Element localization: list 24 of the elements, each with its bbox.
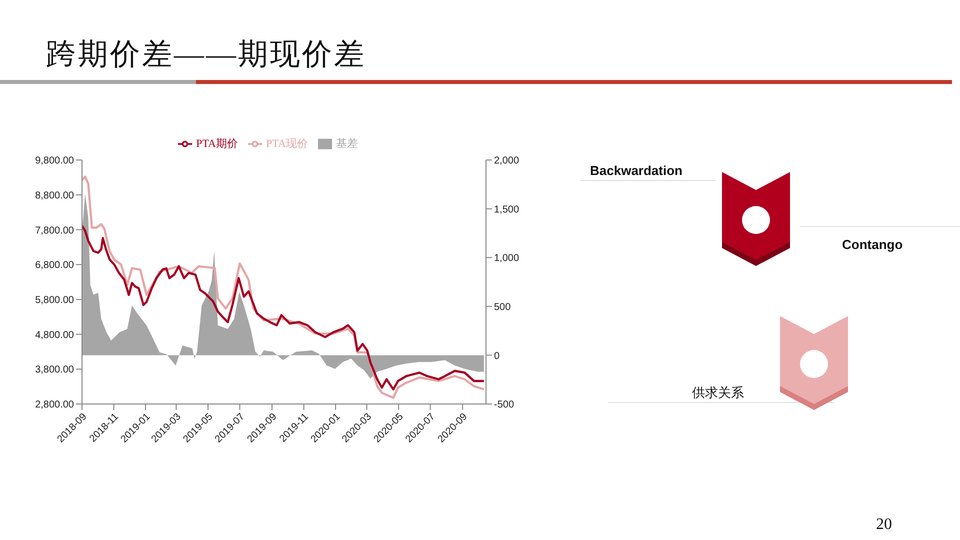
y2-tick-label: 500	[494, 302, 512, 313]
y-tick-label: 9,800.00	[35, 156, 74, 167]
y2-tick-label: 0	[494, 350, 500, 362]
y-tick-label: 3,800.00	[35, 364, 74, 376]
legend-label: PTA现价	[266, 138, 308, 150]
text: Contango	[842, 237, 903, 252]
text: 20	[876, 516, 892, 534]
line-series	[82, 176, 486, 399]
text: Backwardation	[590, 163, 682, 178]
text: 供求关系	[692, 384, 744, 402]
legend-label: 基差	[336, 138, 358, 150]
y-tick-label: 2,800.00	[35, 400, 74, 411]
y2-tick-label: -500	[494, 400, 514, 411]
y2-tick-label: 1,500	[494, 204, 520, 216]
legend-label: PTA期价	[196, 138, 238, 150]
y2-tick-label: 1,000	[494, 253, 520, 264]
y-tick-label: 7,800.00	[35, 225, 74, 236]
y-tick-label: 8,800.00	[35, 190, 74, 202]
y2-tick-label: 2,000	[494, 156, 520, 167]
chart-title: 跨期价差——期现价差	[46, 37, 366, 73]
y-tick-label: 6,800.00	[35, 260, 74, 272]
line-series	[82, 224, 486, 390]
y-tick-label: 4,800.00	[35, 330, 74, 341]
y-tick-label: 5,800.00	[35, 294, 74, 306]
